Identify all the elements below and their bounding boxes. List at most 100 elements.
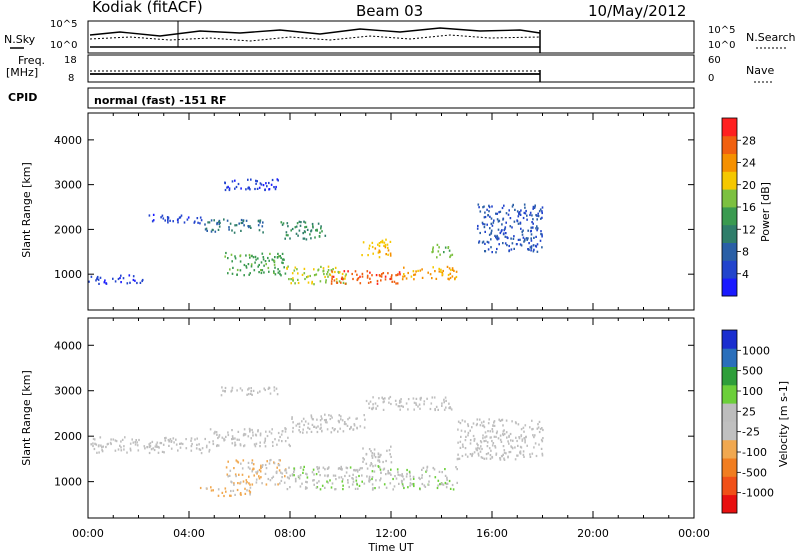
- velocity-echo-cell: [225, 435, 227, 438]
- power-echo-cell: [271, 178, 274, 182]
- velocity-echo-cell: [279, 471, 282, 474]
- velocity-echo-cell: [364, 418, 366, 421]
- power-echo-cell: [290, 282, 292, 285]
- power-echo-cell: [112, 277, 114, 280]
- power-echo-cell: [218, 220, 220, 223]
- velocity-echo-cell: [190, 449, 193, 452]
- velocity-echo-cell: [398, 401, 401, 404]
- power-echo-cell: [489, 227, 491, 230]
- power-echo-cell: [247, 187, 249, 190]
- power-echo-cell: [495, 236, 497, 239]
- velocity-echo-cell: [292, 430, 294, 433]
- velocity-echo-cell: [352, 428, 355, 431]
- velocity-echo-cell: [397, 473, 400, 476]
- power-echo-cell: [526, 218, 528, 221]
- velocity-echo-cell: [298, 425, 301, 428]
- velocity-echo-cell: [149, 442, 152, 445]
- power-echo-cell: [386, 243, 389, 246]
- velocity-echo-cell: [457, 420, 460, 423]
- power-echo-cell: [501, 206, 504, 210]
- velocity-echo-cell: [143, 445, 146, 448]
- velocity-echo-cell: [265, 483, 268, 486]
- power-echo-cell: [273, 263, 276, 266]
- velocity-echo-cell: [255, 478, 258, 481]
- power-echo-cell: [103, 281, 106, 284]
- velocity-echo-cell: [132, 441, 135, 444]
- velocity-echo-cell: [291, 474, 294, 477]
- power-echo-cell: [537, 215, 540, 218]
- velocity-echo-cell: [371, 477, 373, 481]
- velocity-echo-cell: [373, 470, 376, 473]
- velocity-echo-cell: [320, 423, 322, 426]
- power-echo-cell: [533, 206, 535, 209]
- power-echo-cell: [206, 229, 208, 232]
- power-echo-cell: [291, 272, 294, 275]
- velocity-echo-cell: [374, 402, 377, 405]
- velocity-echo-cell: [231, 386, 234, 389]
- power-echo-cell: [288, 278, 290, 281]
- velocity-echo-cell: [357, 487, 359, 490]
- power-echo-cell: [397, 273, 399, 276]
- power-echo-cell: [287, 225, 289, 228]
- velocity-echo-cell: [179, 446, 182, 449]
- power-echo-cell: [536, 225, 538, 228]
- power-echo-cell: [284, 237, 286, 240]
- velocity-echo-cell: [368, 475, 371, 478]
- power-echo-cell: [429, 273, 432, 276]
- power-echo-cell: [268, 181, 270, 185]
- velocity-frame: [87, 317, 695, 519]
- velocity-echo-cell: [396, 468, 399, 471]
- power-echo-cell: [228, 226, 230, 229]
- velocity-echo-cell: [303, 423, 305, 427]
- velocity-echo-cell: [229, 494, 231, 497]
- power-echo-cell: [243, 274, 245, 277]
- power-echo-cell: [249, 225, 251, 228]
- power-echo-cell: [126, 282, 129, 285]
- power-echo-cell: [511, 226, 513, 229]
- power-colorbar-segment: [722, 242, 737, 261]
- velocity-echo-cell: [335, 478, 337, 481]
- velocity-echo-cell: [374, 487, 376, 490]
- power-echo-cell: [338, 271, 341, 274]
- velocity-echo-cell: [154, 445, 157, 448]
- velocity-echo-cell: [508, 442, 510, 445]
- velocity-echo-cell: [409, 472, 411, 475]
- power-echo-cell: [438, 270, 441, 273]
- velocity-echo-cell: [152, 447, 154, 450]
- power-echo-cell: [525, 209, 527, 213]
- power-echo-cell: [277, 179, 279, 182]
- velocity-echo-cell: [216, 444, 219, 447]
- power-echo-cell: [312, 225, 314, 228]
- power-echo-cell: [371, 241, 374, 244]
- velocity-echo-cell: [305, 486, 307, 489]
- velocity-echo-region: [199, 486, 252, 498]
- power-echo-cell: [444, 246, 447, 249]
- power-echo-cell: [487, 241, 490, 244]
- power-echo-cell: [245, 265, 247, 268]
- velocity-echo-cell: [254, 445, 257, 448]
- power-echo-cell: [249, 272, 251, 275]
- power-echo-cell: [488, 206, 491, 209]
- power-echo-cell: [371, 274, 373, 277]
- power-echo-cell: [541, 211, 543, 215]
- velocity-echo-cell: [319, 427, 321, 430]
- power-echo-cell: [241, 221, 244, 224]
- power-echo-cell: [523, 203, 526, 206]
- velocity-echo-cell: [480, 421, 483, 424]
- velocity-echo-cell: [279, 435, 281, 439]
- velocity-echo-cell: [489, 457, 492, 460]
- velocity-echo-cell: [236, 460, 239, 463]
- velocity-echo-cell: [210, 486, 212, 489]
- velocity-echo-cell: [277, 431, 280, 435]
- velocity-echo-cell: [510, 445, 512, 448]
- power-echo-cell: [274, 266, 276, 269]
- velocity-echo-cell: [538, 420, 541, 423]
- velocity-echo-cell: [361, 480, 363, 483]
- power-echo-cell: [240, 221, 243, 225]
- power-echo-cell: [271, 258, 274, 261]
- velocity-echo-cell: [413, 484, 415, 488]
- power-echo-cell: [162, 217, 165, 220]
- velocity-colorbar-tick-label: -1000: [742, 487, 774, 500]
- velocity-echo-cell: [275, 387, 278, 390]
- velocity-echo-cell: [341, 468, 343, 471]
